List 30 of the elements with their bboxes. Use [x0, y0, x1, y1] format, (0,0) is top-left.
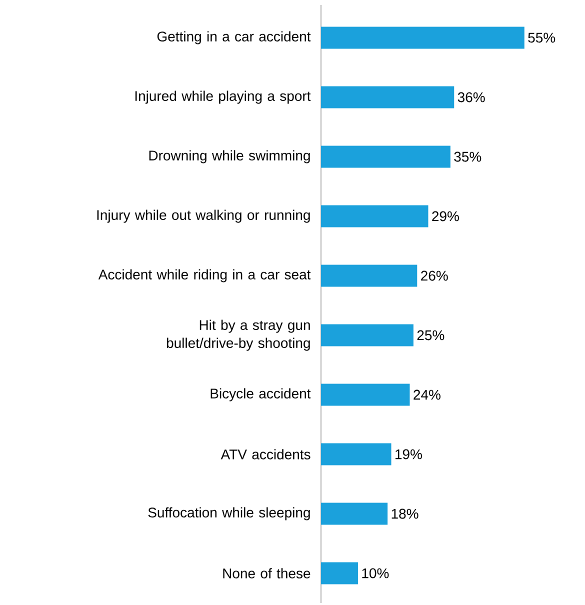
bar — [321, 324, 414, 346]
y-tick-label: Hit by a stray gun bullet/drive-by shooting — [166, 320, 310, 351]
bar — [321, 205, 428, 228]
data-label: 29% — [432, 211, 459, 222]
y-tick-label: Accident while riding in a car seat — [98, 269, 311, 282]
bar — [321, 264, 418, 287]
y-tick-label: ATV accidents — [220, 449, 310, 460]
y-tick-label: None of these — [223, 568, 310, 578]
y-tick-label: Injured while playing a sport — [135, 90, 311, 104]
data-label: 19% — [396, 449, 422, 460]
bar — [321, 443, 392, 466]
data-label: 35% — [454, 152, 482, 162]
data-label: 18% — [392, 508, 418, 519]
bar — [321, 562, 358, 584]
bar — [321, 146, 450, 168]
data-label: 24% — [414, 390, 440, 400]
y-tick-label: Drowning while swimming — [149, 150, 310, 164]
bar — [321, 86, 454, 108]
bar — [321, 384, 410, 406]
y-tick-label: Bicycle accident — [210, 388, 311, 402]
data-label: 25% — [417, 330, 444, 340]
data-label: 36% — [458, 92, 485, 102]
bar — [321, 502, 388, 525]
y-tick-label: Suffocation while sleeping — [148, 507, 310, 520]
data-label: 10% — [362, 568, 389, 578]
data-label: 55% — [528, 32, 556, 43]
data-label: 26% — [421, 270, 448, 281]
y-tick-label: Getting in a car accident — [157, 31, 311, 44]
y-tick-label: Injury while out walking or running — [97, 210, 310, 223]
bar — [321, 26, 524, 49]
